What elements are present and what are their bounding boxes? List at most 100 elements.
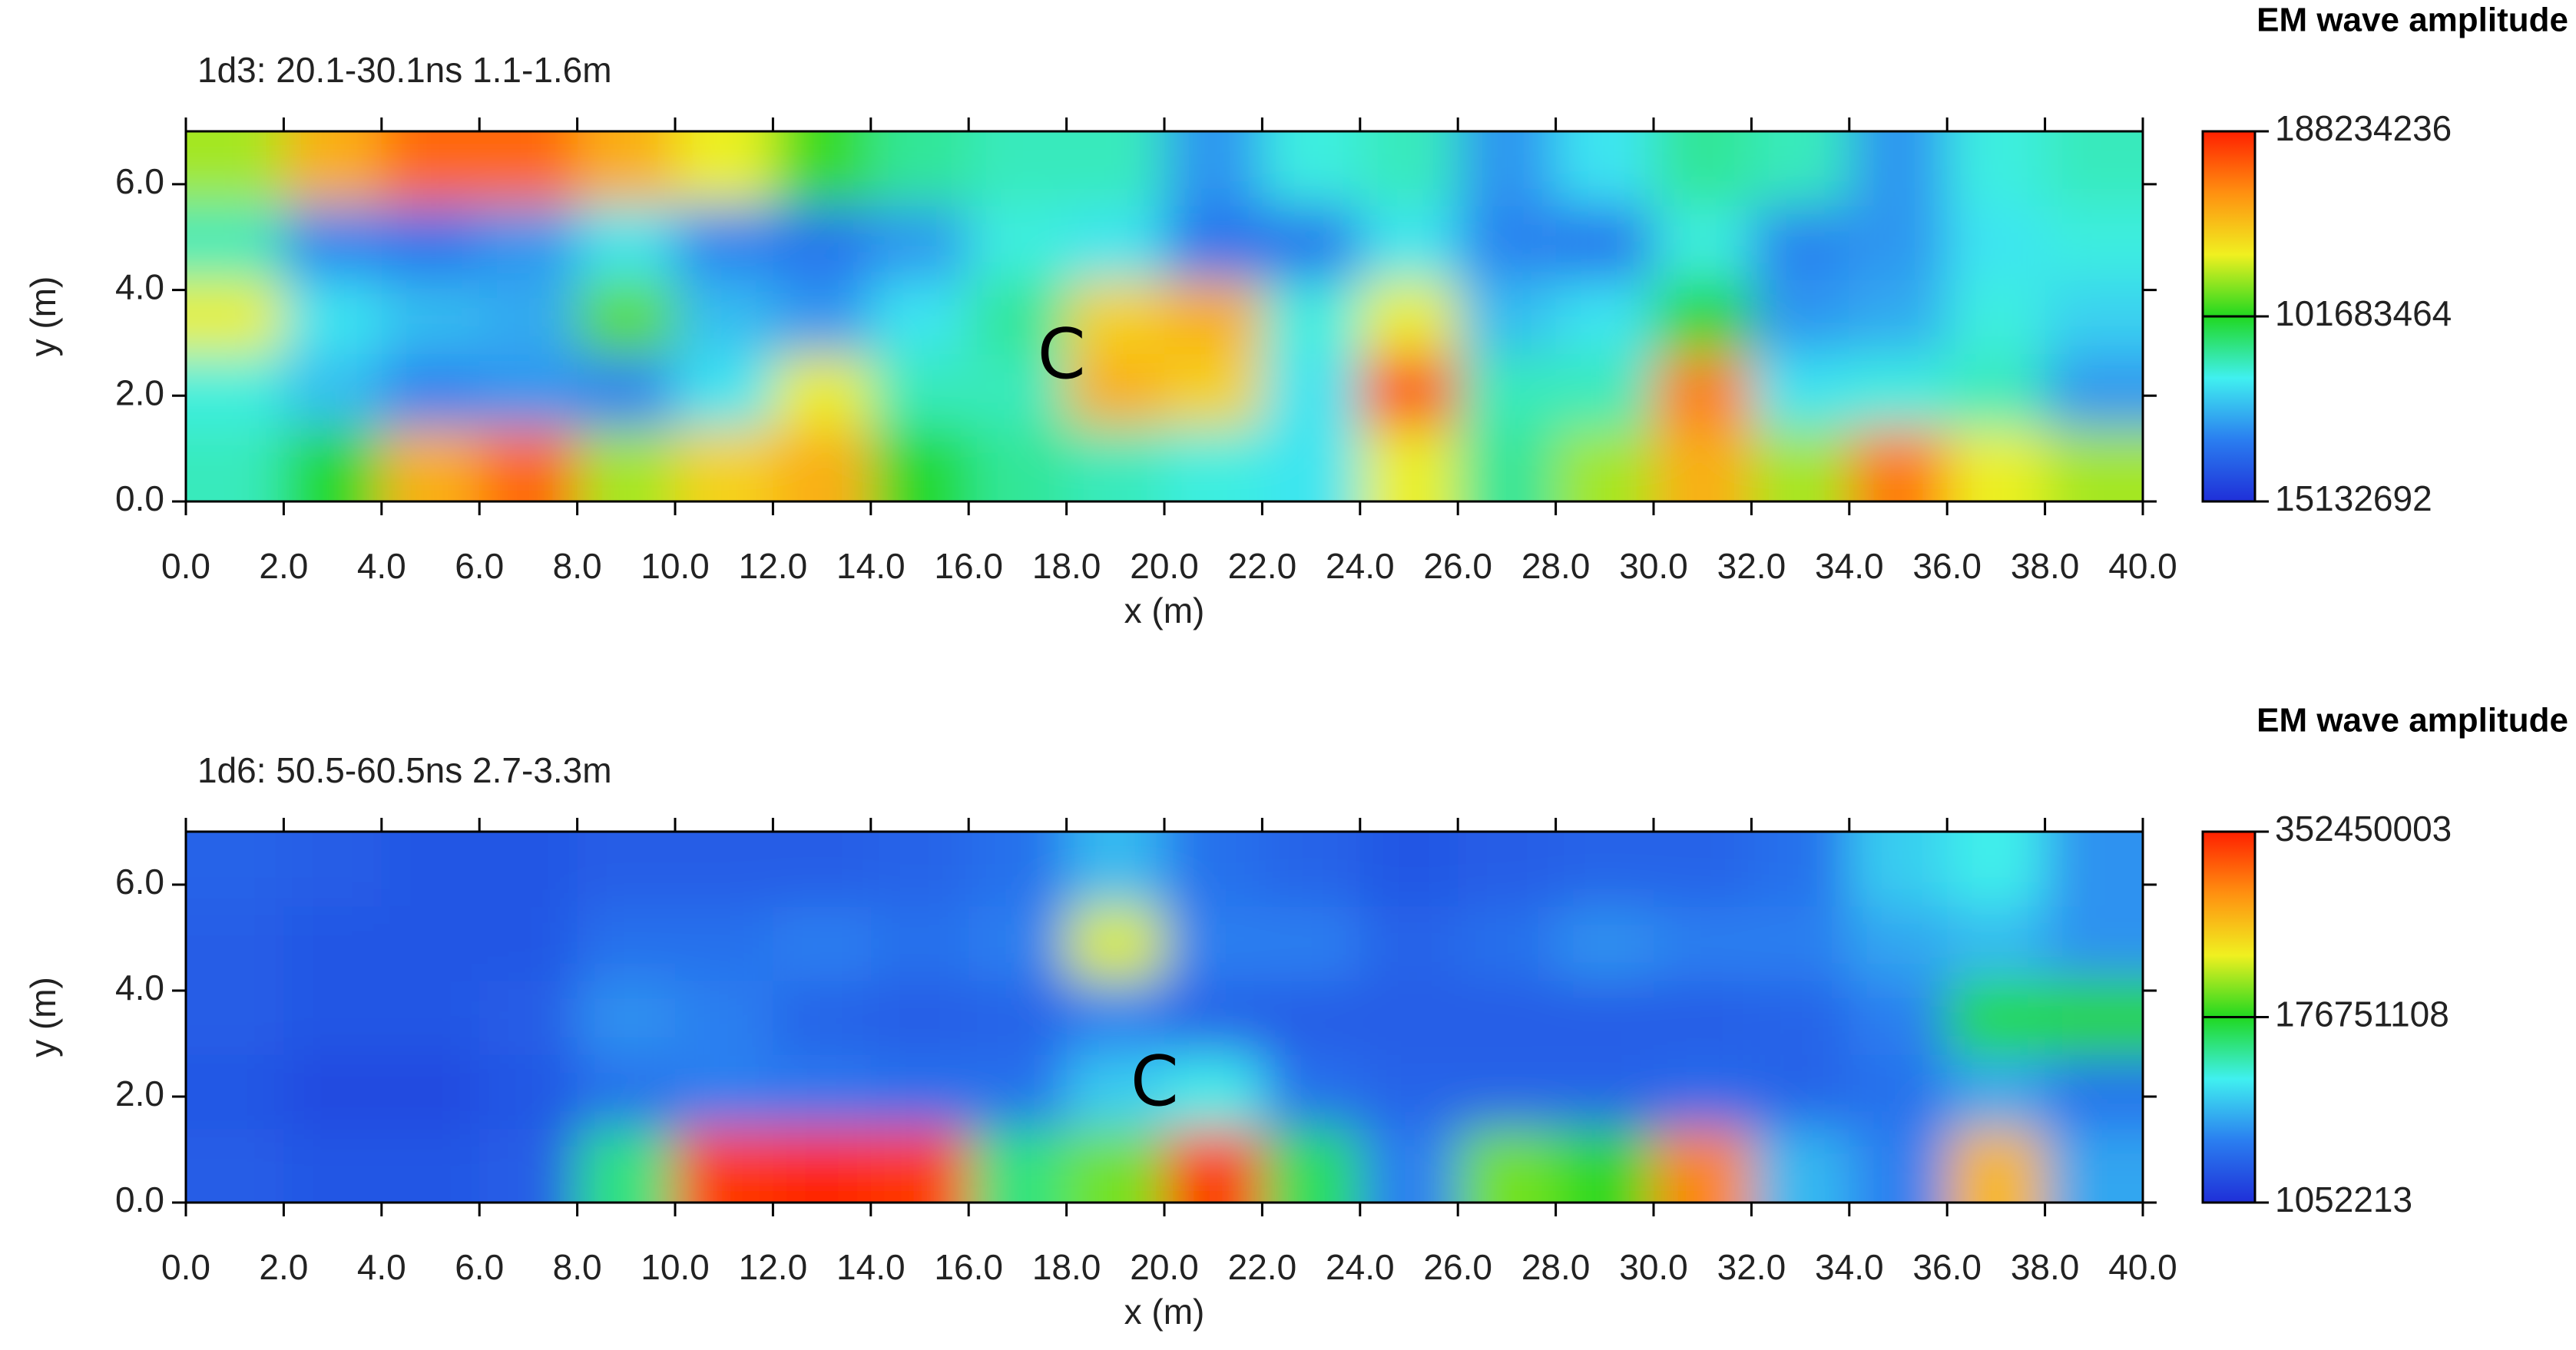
heat-cell <box>479 353 578 428</box>
x-tick-label: 14.0 <box>836 1247 906 1287</box>
heat-cell <box>381 980 481 1055</box>
heat-cell <box>2045 131 2143 207</box>
x-tick-label: 18.0 <box>1032 1247 1101 1287</box>
heat-cell <box>1262 1054 1361 1130</box>
heat-cell <box>773 131 872 207</box>
y-axis-label: y (m) <box>23 276 63 357</box>
heat-cell <box>2045 279 2143 355</box>
heat-cell <box>1164 1128 1263 1203</box>
heat-cell <box>1359 905 1459 981</box>
heat-cell <box>577 131 676 207</box>
heat-cell <box>968 205 1068 280</box>
x-tick-label: 26.0 <box>1423 1247 1492 1287</box>
heat-cell <box>968 1128 1068 1203</box>
heat-cell <box>1654 1128 1753 1203</box>
heat-cell <box>577 980 676 1055</box>
heat-cell <box>1555 279 1654 355</box>
heat-cell <box>870 980 970 1055</box>
x-tick-label: 24.0 <box>1326 546 1395 586</box>
heat-cell <box>1359 832 1459 907</box>
heat-cell <box>870 905 970 981</box>
heat-cell <box>479 1054 578 1130</box>
heatmap-cells <box>186 131 2143 501</box>
heat-cell <box>283 353 382 428</box>
heat-cell <box>1555 1054 1654 1130</box>
heat-cell <box>773 1054 872 1130</box>
heat-cell <box>381 205 481 280</box>
heat-cell <box>870 1128 970 1203</box>
heat-cell <box>186 353 285 428</box>
annotation: C <box>1131 1041 1179 1122</box>
heat-cell <box>1458 1054 1557 1130</box>
heat-cell <box>1654 279 1753 355</box>
heat-cell <box>1262 980 1361 1055</box>
heat-cell <box>1359 427 1459 501</box>
colorbar-title: EM wave amplitude <box>2256 2 2568 39</box>
heat-cell <box>1947 353 2046 428</box>
x-tick-label: 2.0 <box>259 546 308 586</box>
heatmap-cells <box>186 832 2143 1203</box>
chart-title: 1d3: 20.1-30.1ns 1.1-1.6m <box>197 50 612 90</box>
heat-cell <box>2045 353 2143 428</box>
heat-cell <box>2045 427 2143 501</box>
x-tick-label: 28.0 <box>1521 546 1591 586</box>
heat-cell <box>2045 905 2143 981</box>
x-tick-label: 22.0 <box>1228 1247 1297 1287</box>
colorbar-tick-label: 176751108 <box>2275 994 2449 1034</box>
heat-cell <box>283 905 382 981</box>
heat-cell <box>1654 1054 1753 1130</box>
heat-cell <box>1555 980 1654 1055</box>
x-tick-label: 40.0 <box>2108 546 2177 586</box>
y-tick-label: 6.0 <box>115 862 164 902</box>
heat-cell <box>1947 980 2046 1055</box>
y-tick-label: 0.0 <box>115 478 164 518</box>
heat-cell <box>1654 427 1753 501</box>
heat-cell <box>577 1054 676 1130</box>
heat-cell <box>1262 131 1361 207</box>
heat-cell <box>1751 131 1850 207</box>
heat-cell <box>479 905 578 981</box>
heat-cell <box>186 1128 285 1203</box>
heat-cell <box>1458 1128 1557 1203</box>
y-tick-label: 2.0 <box>115 372 164 412</box>
heat-cell <box>675 131 774 207</box>
heat-cell <box>1947 279 2046 355</box>
heat-cell <box>186 279 285 355</box>
heat-cell <box>1555 353 1654 428</box>
heat-cell <box>1458 131 1557 207</box>
heat-cell <box>1849 1128 1949 1203</box>
heat-cell <box>186 427 285 501</box>
heat-cell <box>283 427 382 501</box>
heat-cell <box>675 1128 774 1203</box>
heat-cell <box>1164 205 1263 280</box>
colorbar-tick-label: 101683464 <box>2275 293 2452 333</box>
heat-cell <box>1849 131 1949 207</box>
x-tick-label: 2.0 <box>259 1247 308 1287</box>
x-tick-label: 8.0 <box>553 1247 602 1287</box>
heat-cell <box>968 980 1068 1055</box>
heat-cell <box>773 832 872 907</box>
heat-cell <box>1849 353 1949 428</box>
heat-cell <box>283 1128 382 1203</box>
heat-cell <box>1555 205 1654 280</box>
heat-cell <box>1359 205 1459 280</box>
heat-cell <box>1262 427 1361 501</box>
heat-cell <box>1262 279 1361 355</box>
heat-cell <box>773 427 872 501</box>
heat-cell <box>1164 905 1263 981</box>
heat-cell <box>1947 427 2046 501</box>
heat-cell <box>1066 279 1165 355</box>
heat-cell <box>675 1054 774 1130</box>
x-tick-label: 6.0 <box>455 546 504 586</box>
heat-cell <box>1849 832 1949 907</box>
heat-cell <box>1066 832 1165 907</box>
heat-cell <box>381 131 481 207</box>
x-tick-label: 0.0 <box>161 1247 210 1287</box>
heat-cell <box>577 905 676 981</box>
x-tick-label: 38.0 <box>2011 546 2080 586</box>
heat-cell <box>186 205 285 280</box>
colorbar-tick-label: 15132692 <box>2275 478 2432 518</box>
heat-cell <box>1849 205 1949 280</box>
annotation: C <box>1038 314 1086 395</box>
